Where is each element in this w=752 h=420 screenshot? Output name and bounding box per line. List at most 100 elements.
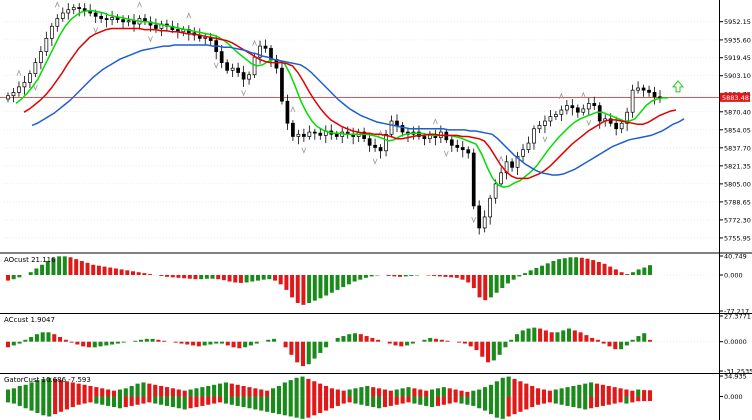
fractal-up-marker [498, 155, 504, 162]
candle-body [592, 103, 597, 106]
buy-arrow-icon [671, 80, 685, 93]
y-tick-label: 40.749 [724, 253, 747, 261]
candle-body [104, 18, 109, 20]
candle-body [378, 147, 383, 152]
ao-title: AOcust 21.116 [4, 256, 56, 264]
fractal-down-marker [471, 216, 477, 224]
candle-body [537, 125, 542, 130]
fractal-down-marker [301, 147, 307, 154]
candle-body [532, 128, 536, 144]
candle-body [318, 132, 323, 136]
ma_mid-line [23, 27, 677, 180]
candle-body [641, 87, 646, 91]
candle-body [225, 62, 230, 71]
candle-body [6, 95, 10, 100]
fractal-down-marker [443, 150, 449, 158]
fractal-down-marker [542, 136, 548, 143]
ao-panel: 40.749 0.000 -77.217 [4, 253, 749, 316]
y-tick-label: -77.217 [724, 308, 749, 316]
candle-body [55, 18, 60, 27]
fractal-up-marker [290, 105, 296, 113]
candle-body [575, 107, 580, 113]
y-tick-label: 27.3771 [724, 313, 751, 321]
y-tick-label: 0.0000 [724, 338, 747, 346]
candle-body [466, 149, 471, 154]
candle-body [515, 155, 520, 168]
candle-body [49, 25, 54, 39]
fractal-down-marker [148, 36, 153, 43]
ac-panel: 27.3771 0.0000 -31.2535 [4, 313, 752, 376]
y-tick-label: 5903.10 [724, 72, 751, 80]
candle-body [362, 131, 366, 140]
candle-body [630, 89, 635, 113]
candle-body [110, 17, 114, 20]
candle-body [482, 216, 487, 229]
y-tick-label: -31.2535 [724, 368, 752, 376]
candle-body [608, 118, 613, 124]
candle-body [28, 73, 32, 83]
y-tick-label: 5772.30 [724, 216, 751, 224]
candle-body [17, 86, 21, 93]
fractal-up-marker [432, 118, 438, 125]
candle-body [334, 133, 339, 137]
gator-panel: 34.935 0.000 [5, 373, 747, 419]
candle-body [373, 144, 377, 148]
y-tick-label: 5805.00 [724, 180, 751, 188]
candle-body [269, 47, 273, 60]
candle-body [449, 139, 454, 146]
fractal-up-marker [54, 1, 60, 8]
fractal-down-marker [93, 27, 99, 34]
gator-title: GatorCust 10.686 -7.593 [4, 376, 91, 384]
y-tick-label: 5870.40 [724, 108, 751, 116]
candle-body [625, 111, 629, 124]
candle-body [285, 100, 290, 124]
candle-body [258, 45, 262, 58]
current-price-label: 5883.48 [722, 94, 749, 102]
candle-body [71, 7, 76, 11]
candle-body [384, 133, 388, 152]
candle-body [236, 67, 240, 73]
candle-body [247, 74, 251, 80]
y-tick-label: 5755.95 [724, 234, 751, 242]
fractal-down-marker [586, 119, 592, 127]
candle-body [400, 125, 405, 133]
candle-body [521, 149, 525, 157]
candle-body [554, 114, 558, 117]
candle-body [548, 116, 553, 122]
candle-body [77, 7, 82, 9]
candle-body [44, 38, 49, 52]
candle-body [389, 120, 394, 135]
fractal-down-marker [33, 84, 38, 91]
candle-body [510, 161, 514, 168]
fractal-up-marker [252, 39, 257, 47]
candle-body [11, 92, 16, 97]
candle-body [39, 51, 43, 63]
candle-body [647, 89, 651, 93]
candle-body [302, 133, 306, 137]
y-tick-label: 5854.05 [724, 126, 751, 134]
fractal-up-marker [137, 1, 142, 8]
y-tick-label: 5821.35 [724, 162, 751, 170]
ma_slow-line [31, 44, 685, 176]
y-tick-label: 5919.45 [724, 54, 751, 62]
candle-body [203, 36, 208, 39]
candle-body [614, 122, 619, 130]
candle-body [219, 51, 224, 63]
fractal-down-marker [241, 90, 246, 97]
candle-body [543, 120, 547, 126]
y-tick-label: 5837.70 [724, 144, 751, 152]
candle-body [526, 142, 531, 151]
candle-body [395, 120, 399, 126]
candle-body [66, 9, 71, 14]
fractal-up-marker [580, 91, 586, 98]
y-tick-label: 5788.65 [724, 198, 751, 206]
candle-body [581, 108, 586, 113]
candle-body [488, 197, 493, 218]
candle-body [307, 131, 312, 137]
candle-body [570, 105, 575, 109]
ac-title: ACcust 1.9047 [4, 316, 55, 324]
candle-body [280, 67, 284, 102]
fractal-up-marker [16, 69, 22, 76]
